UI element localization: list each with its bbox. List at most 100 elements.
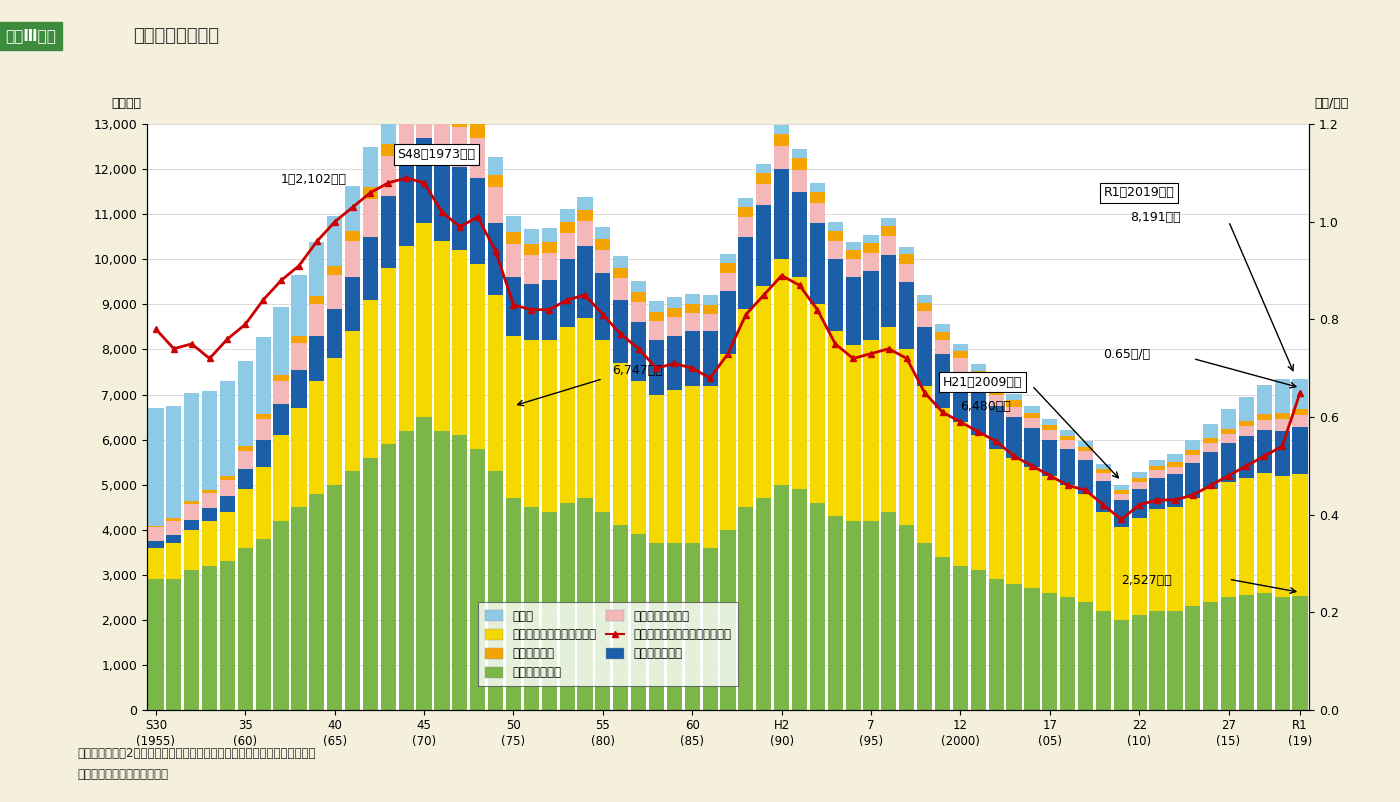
Bar: [291, 507, 307, 710]
Bar: [1292, 415, 1308, 427]
Bar: [273, 381, 288, 403]
Bar: [202, 391, 217, 490]
Bar: [577, 318, 592, 498]
Bar: [827, 231, 843, 241]
Bar: [344, 277, 360, 331]
Bar: [1186, 606, 1200, 710]
Bar: [489, 156, 503, 175]
Bar: [703, 331, 718, 386]
Bar: [167, 520, 182, 535]
Bar: [220, 480, 235, 496]
Bar: [524, 244, 539, 255]
Bar: [328, 275, 343, 309]
Bar: [881, 226, 896, 236]
Bar: [1025, 467, 1040, 588]
Bar: [291, 370, 307, 408]
Bar: [953, 372, 967, 422]
Bar: [524, 255, 539, 284]
Bar: [1221, 428, 1236, 434]
Bar: [1186, 455, 1200, 463]
Bar: [881, 512, 896, 710]
Bar: [917, 543, 932, 710]
Bar: [1168, 474, 1183, 507]
Bar: [328, 358, 343, 484]
Bar: [827, 241, 843, 259]
Bar: [1239, 427, 1254, 436]
Bar: [1042, 425, 1057, 430]
Bar: [505, 277, 521, 336]
Bar: [703, 295, 718, 305]
Bar: [148, 525, 164, 528]
Bar: [1042, 419, 1057, 425]
Bar: [738, 309, 753, 507]
Bar: [685, 331, 700, 386]
Bar: [1239, 421, 1254, 427]
Text: 1億2,102万㎥: 1億2,102万㎥: [281, 173, 347, 186]
Bar: [256, 419, 270, 439]
Bar: [434, 158, 449, 241]
Bar: [273, 435, 288, 520]
Bar: [1149, 460, 1165, 466]
Bar: [381, 107, 396, 144]
Bar: [542, 512, 557, 710]
Bar: [631, 281, 647, 292]
Bar: [399, 122, 414, 165]
Bar: [434, 431, 449, 710]
Bar: [1113, 484, 1128, 490]
Bar: [148, 528, 164, 541]
Bar: [328, 309, 343, 358]
Bar: [1078, 447, 1093, 452]
Bar: [595, 341, 610, 512]
Bar: [1239, 397, 1254, 421]
Bar: [809, 184, 825, 192]
Bar: [1078, 602, 1093, 710]
Bar: [899, 350, 914, 525]
Bar: [774, 169, 790, 259]
Bar: [1113, 528, 1128, 620]
Bar: [256, 414, 270, 419]
Bar: [1007, 458, 1022, 584]
Bar: [273, 520, 288, 710]
Bar: [363, 188, 378, 199]
Bar: [738, 237, 753, 309]
Bar: [988, 406, 1004, 448]
Bar: [846, 250, 861, 259]
Bar: [1096, 512, 1112, 610]
Text: R1（2019）年: R1（2019）年: [1103, 186, 1175, 200]
Bar: [1168, 507, 1183, 610]
Bar: [738, 217, 753, 237]
Bar: [167, 579, 182, 710]
Bar: [1042, 476, 1057, 593]
Bar: [631, 322, 647, 381]
Bar: [595, 239, 610, 249]
Bar: [1078, 493, 1093, 602]
Bar: [1025, 428, 1040, 467]
Bar: [542, 280, 557, 341]
Bar: [721, 291, 735, 354]
Bar: [489, 188, 503, 224]
Bar: [988, 448, 1004, 579]
Bar: [774, 484, 790, 710]
Bar: [738, 507, 753, 710]
Bar: [917, 386, 932, 543]
Bar: [381, 196, 396, 269]
Bar: [256, 539, 270, 710]
Bar: [220, 512, 235, 561]
Bar: [899, 525, 914, 710]
Bar: [721, 529, 735, 710]
Bar: [1096, 464, 1112, 469]
Bar: [560, 222, 575, 233]
Bar: [703, 548, 718, 710]
Bar: [542, 253, 557, 280]
Bar: [666, 390, 682, 543]
Text: 6,747万㎥: 6,747万㎥: [612, 364, 662, 377]
Bar: [1113, 493, 1128, 500]
Bar: [452, 127, 468, 167]
Bar: [202, 490, 217, 493]
Bar: [864, 341, 879, 520]
Bar: [256, 439, 270, 467]
Bar: [1292, 409, 1308, 415]
Bar: [864, 253, 879, 271]
Bar: [489, 175, 503, 188]
Bar: [703, 386, 718, 548]
